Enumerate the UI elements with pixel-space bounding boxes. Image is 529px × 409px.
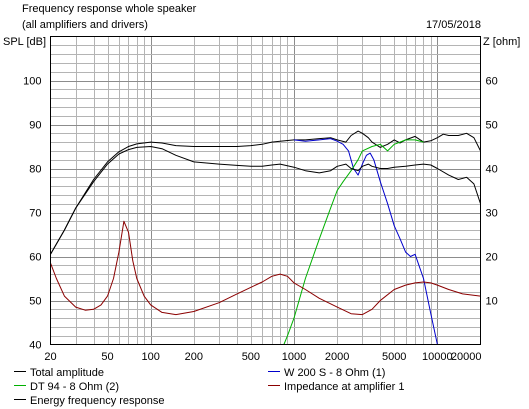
- legend-label: Total amplitude: [30, 367, 104, 379]
- x-tick-label: 20: [44, 351, 56, 363]
- series-line-total-amplitude: [50, 130, 481, 255]
- x-tick-label: 2000: [325, 351, 349, 363]
- series-line-energy-frequency-response: [50, 146, 481, 255]
- right-tick-label: 20: [486, 252, 498, 264]
- right-tick-label: 10: [486, 296, 498, 308]
- series-line-dt-94-8-ohm-2: [50, 139, 424, 345]
- left-tick-label: 90: [29, 120, 41, 132]
- x-tick-label: 500: [242, 351, 260, 363]
- legend: Total amplitude W 200 S - 8 Ohm (1) DT 94 …: [14, 367, 404, 407]
- legend-label: Energy frequency response: [30, 395, 165, 407]
- left-axis-label: SPL [dB]: [3, 36, 46, 48]
- left-tick-label: 100: [23, 76, 41, 88]
- x-tick-label: 5000: [382, 351, 406, 363]
- x-tick-label: 50: [101, 351, 113, 363]
- right-axis-label: Z [ohm]: [483, 36, 520, 48]
- plot-grid: [50, 36, 481, 345]
- right-tick-label: 40: [486, 164, 498, 176]
- x-tick-label: 20000: [451, 351, 482, 363]
- left-tick-label: 50: [29, 296, 41, 308]
- x-tick-label: 10000: [422, 351, 453, 363]
- series-line-w-200-s-8-ohm-1: [293, 138, 481, 345]
- right-tick-label: 50: [486, 120, 498, 132]
- left-tick-label: 60: [29, 252, 41, 264]
- x-tick-label: 200: [185, 351, 203, 363]
- left-tick-label: 70: [29, 208, 41, 220]
- series-layer: [50, 130, 481, 345]
- right-tick-label: 60: [486, 76, 498, 88]
- legend-label: W 200 S - 8 Ohm (1): [284, 367, 385, 379]
- legend-label: Impedance at amplifier 1: [284, 381, 404, 393]
- chart-subtitle: (all amplifiers and drivers): [22, 19, 148, 31]
- left-tick-label: 80: [29, 164, 41, 176]
- plot-frame: [50, 36, 481, 345]
- x-tick-label: 1000: [282, 351, 306, 363]
- series-line-impedance-at-amplifier-1: [50, 220, 481, 316]
- left-tick-label: 40: [29, 340, 41, 352]
- right-tick-label: 30: [486, 208, 498, 220]
- x-tick-label: 100: [142, 351, 160, 363]
- chart-title: Frequency response whole speaker: [22, 3, 197, 15]
- chart-date: 17/05/2018: [426, 19, 481, 31]
- legend-label: DT 94 - 8 Ohm (2): [30, 381, 119, 393]
